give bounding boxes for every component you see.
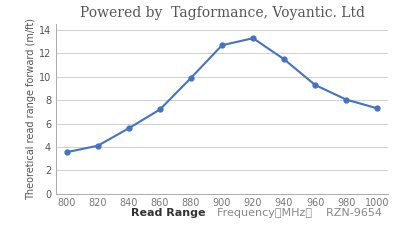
Text: Read Range: Read Range	[132, 208, 206, 218]
Title: Powered by  Tagformance, Voyantic. Ltd: Powered by Tagformance, Voyantic. Ltd	[80, 6, 364, 20]
Text: Frequency（MHz）    RZN-9654: Frequency（MHz） RZN-9654	[210, 208, 382, 218]
Y-axis label: Theoretical read range forward (m/ft): Theoretical read range forward (m/ft)	[26, 18, 36, 200]
